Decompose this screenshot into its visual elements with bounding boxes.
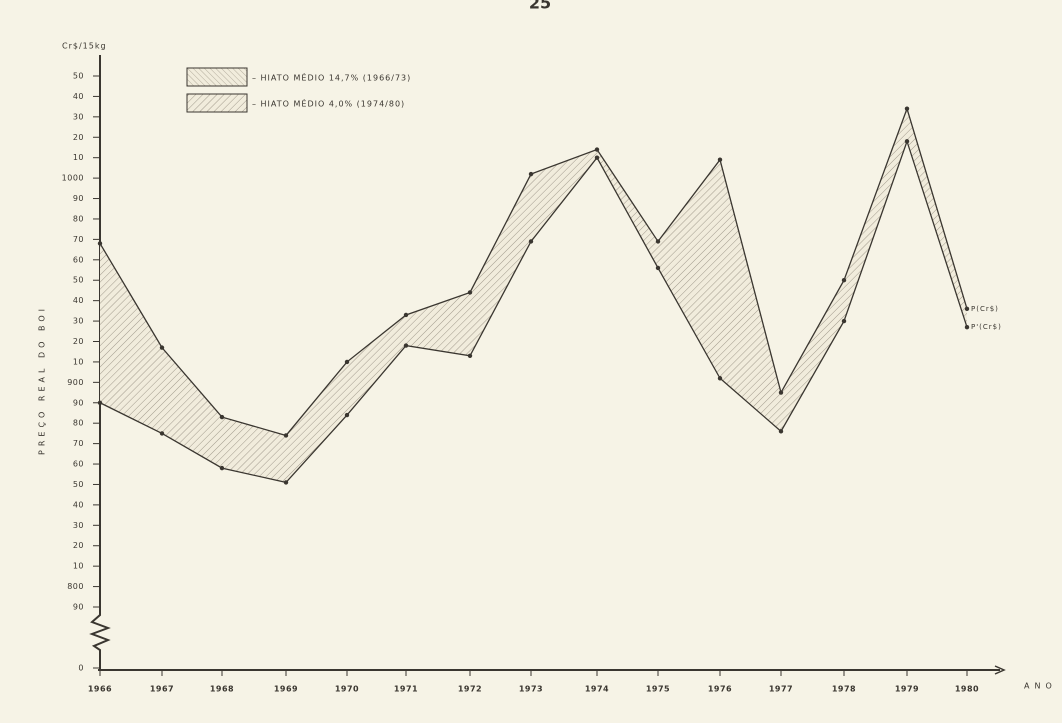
gap-hatch xyxy=(100,108,967,483)
x-tick-label: 1973 xyxy=(519,685,543,694)
point xyxy=(403,343,409,348)
point xyxy=(219,414,225,420)
legend-label: – HIATO MÉDIO 4,0% (1974/80) xyxy=(252,98,405,109)
y-tick-label: 10 xyxy=(73,562,84,571)
x-tick-label: 1972 xyxy=(458,685,482,694)
y-tick-label: 80 xyxy=(73,214,84,223)
series-line xyxy=(99,106,968,437)
point xyxy=(655,239,661,244)
y-tick-label: 20 xyxy=(73,133,84,142)
y-tick-label: 90 xyxy=(73,194,84,203)
point xyxy=(97,400,103,405)
y-tick-label: 60 xyxy=(73,460,84,469)
y-axis xyxy=(89,55,111,670)
point xyxy=(528,171,534,177)
point xyxy=(283,433,289,438)
point xyxy=(283,480,289,485)
point xyxy=(717,376,723,381)
point xyxy=(97,241,103,246)
x-tick-label: 1968 xyxy=(210,685,234,694)
point xyxy=(904,139,910,144)
y-tick-label: 40 xyxy=(73,92,84,101)
x-tick-label: 1974 xyxy=(585,685,609,694)
y-tick-label: 50 xyxy=(73,480,84,489)
y-tick-label: 1000 xyxy=(62,174,84,183)
y-tick-label: 30 xyxy=(73,521,84,530)
point xyxy=(344,412,350,418)
y-tick-label: 40 xyxy=(73,500,84,509)
y-tick-label: 10 xyxy=(73,153,84,162)
point xyxy=(964,325,970,330)
y-tick-label: 90 xyxy=(73,398,84,407)
y-axis-title: PREÇO REAL DO BOI xyxy=(38,305,47,455)
legend-swatch xyxy=(186,67,248,87)
y-tick-label: 90 xyxy=(73,603,84,612)
point xyxy=(841,278,847,283)
point xyxy=(219,465,225,471)
point xyxy=(778,390,784,395)
x-tick-label: 1969 xyxy=(274,685,298,694)
y-tick-label: 50 xyxy=(73,72,84,81)
point xyxy=(528,239,534,244)
y-unit: Cr$/15kg xyxy=(62,42,107,51)
y-tick-label: 80 xyxy=(73,419,84,428)
y-tick-label: 800 xyxy=(67,582,84,591)
legend-label: – HIATO MÉDIO 14,7% (1966/73) xyxy=(252,72,411,83)
y-tick-label: 60 xyxy=(73,255,84,264)
y-tick-label: 20 xyxy=(73,337,84,346)
page-number: 25 xyxy=(529,0,551,13)
point xyxy=(904,106,910,111)
point xyxy=(594,155,600,160)
point xyxy=(403,312,409,318)
point xyxy=(159,431,165,436)
point xyxy=(467,290,473,295)
point xyxy=(467,353,473,358)
y-tick-label: 70 xyxy=(73,439,84,448)
point xyxy=(841,318,847,324)
point xyxy=(344,359,350,365)
y-tick-label: 20 xyxy=(73,541,84,550)
y-tick-label: 900 xyxy=(67,378,84,387)
point xyxy=(964,306,970,312)
y-tick-label: 10 xyxy=(73,357,84,366)
x-tick-label: 1967 xyxy=(150,685,174,694)
x-tick-label: 1966 xyxy=(88,685,112,694)
point xyxy=(594,147,600,152)
point xyxy=(655,265,661,271)
y-tick-label: 40 xyxy=(73,296,84,305)
x-tick-label: 1977 xyxy=(769,685,793,694)
point xyxy=(159,345,165,350)
x-axis-title: ANO xyxy=(1024,682,1057,691)
y-tick-label: 30 xyxy=(73,112,84,121)
x-axis-arrow xyxy=(994,665,1006,675)
x-tick-label: 1979 xyxy=(895,685,919,694)
y-tick-label: 70 xyxy=(73,235,84,244)
x-tick-label: 1970 xyxy=(335,685,359,694)
series-label: P(Cr$) xyxy=(971,305,999,313)
y-tick-label: 30 xyxy=(73,317,84,326)
x-tick-label: 1978 xyxy=(832,685,856,694)
x-tick-label: 1976 xyxy=(708,685,732,694)
point xyxy=(717,157,723,162)
y-tick-label: 0 xyxy=(78,664,84,673)
y-tick-label: 50 xyxy=(73,276,84,285)
x-tick-label: 1971 xyxy=(394,685,418,694)
legend-swatch xyxy=(186,93,248,113)
x-tick-label: 1975 xyxy=(646,685,670,694)
x-tick-label: 1980 xyxy=(955,685,979,694)
series-label: P'(Cr$) xyxy=(971,323,1002,331)
point xyxy=(778,429,784,434)
